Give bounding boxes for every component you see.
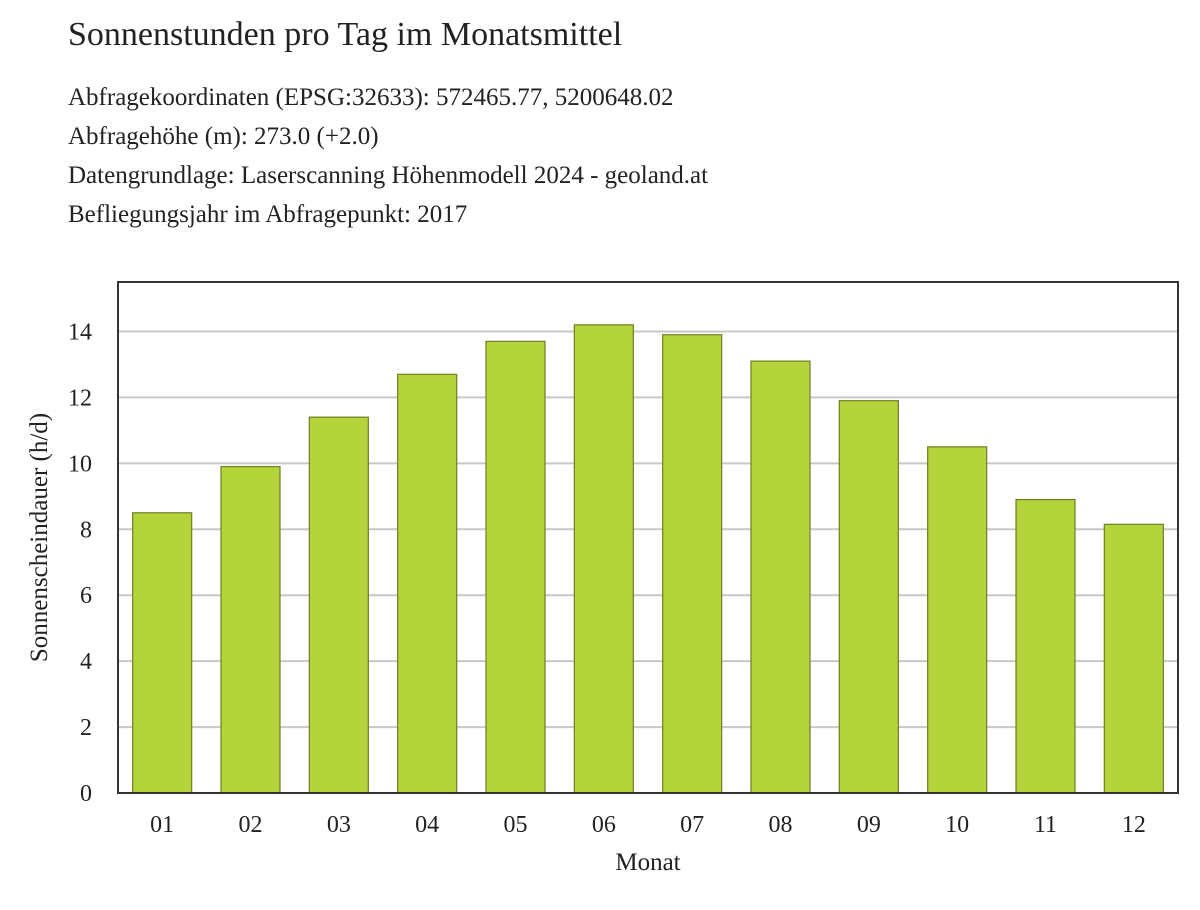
x-tick-label: 05 <box>504 812 528 838</box>
bar-month-07 <box>662 334 723 794</box>
bar-month-01 <box>132 512 193 794</box>
x-tick-label: 09 <box>857 812 881 838</box>
x-tick-label: 06 <box>592 812 616 838</box>
query-info: Abfragekoordinaten (EPSG:32633): 572465.… <box>68 78 708 234</box>
x-tick-label: 04 <box>415 812 439 838</box>
x-tick-label: 08 <box>769 812 793 838</box>
info-flight-year: Befliegungsjahr im Abfragepunkt: 2017 <box>68 201 468 228</box>
bar-month-11 <box>1015 498 1076 794</box>
bar-month-12 <box>1103 523 1164 794</box>
x-tick-labels: 01 02 03 04 05 06 07 08 09 10 11 12 <box>150 812 1146 838</box>
bar-month-03 <box>308 416 369 794</box>
bar-month-02 <box>220 466 281 794</box>
y-tick-label: 12 <box>68 385 92 411</box>
x-tick-label: 07 <box>680 812 704 838</box>
y-axis-label: Sonnenscheindauer (h/d) <box>26 413 53 662</box>
bar-month-10 <box>927 446 988 794</box>
x-tick-label: 03 <box>327 812 351 838</box>
x-axis-label: Monat <box>615 849 680 876</box>
y-tick-label: 6 <box>80 583 92 609</box>
y-tick-label: 4 <box>80 649 92 675</box>
x-tick-label: 01 <box>150 812 174 838</box>
grid-lines <box>118 330 1178 729</box>
y-tick-label: 10 <box>68 451 92 477</box>
bar-month-09 <box>838 400 899 794</box>
chart-title: Sonnenstunden pro Tag im Monatsmittel <box>68 16 623 53</box>
y-tick-label: 14 <box>68 319 92 345</box>
y-tick-label: 8 <box>80 517 92 543</box>
x-tick-label: 02 <box>239 812 263 838</box>
y-tick-labels: 0 2 4 6 8 10 12 14 <box>68 319 92 807</box>
bars <box>132 324 1164 794</box>
y-tick-label: 0 <box>80 781 92 807</box>
plot-frame <box>117 281 1179 794</box>
bar-month-04 <box>397 373 458 794</box>
info-elevation: Abfragehöhe (m): 273.0 (+2.0) <box>68 123 379 150</box>
bar-month-05 <box>485 340 546 794</box>
x-tick-label: 11 <box>1034 812 1057 838</box>
info-coordinates: Abfragekoordinaten (EPSG:32633): 572465.… <box>68 84 674 111</box>
y-tick-label: 2 <box>80 715 92 741</box>
bar-month-08 <box>750 360 811 794</box>
x-tick-label: 10 <box>945 812 969 838</box>
info-data-source: Datengrundlage: Laserscanning Höhenmodel… <box>68 162 709 189</box>
x-tick-label: 12 <box>1122 812 1146 838</box>
bar-month-06 <box>573 324 634 794</box>
